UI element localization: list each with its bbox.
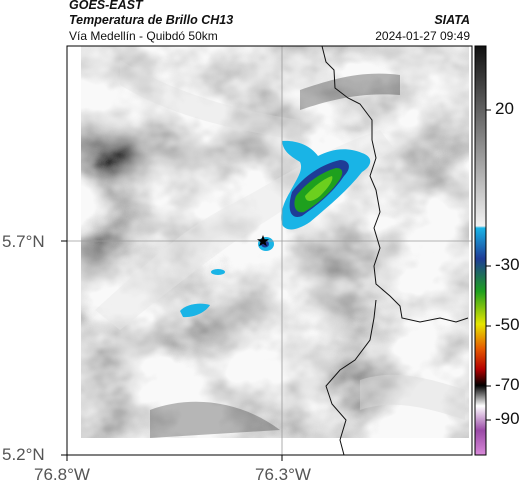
satellite-source: GOES-EAST (69, 0, 143, 12)
convective-cloud-main (281, 140, 371, 230)
colorbar-tick-label: -90 (495, 409, 520, 428)
datetime-label: 2024-01-27 09:49 (375, 29, 470, 43)
lat-tick-label: 5.2°N (2, 445, 45, 464)
map-frame (66, 45, 473, 456)
colorbar-tick-label: 20 (495, 99, 514, 118)
black-star-icon (257, 235, 269, 247)
lon-tick-label: 76.8°W (34, 465, 90, 484)
department-boundary (321, 45, 469, 456)
lat-tick-label: 5.7°N (2, 232, 45, 251)
product-title: Temperatura de Brillo CH13 (69, 13, 234, 27)
colorbar (474, 45, 491, 456)
brightness-temperature-field (81, 46, 469, 438)
colorbar-tick-label: -30 (495, 255, 520, 274)
organization-label: SIATA (434, 13, 470, 27)
colorbar-tick-label: -50 (495, 315, 520, 334)
colorbar-tick-label: -70 (495, 375, 520, 394)
lon-tick-label: 76.3°W (255, 465, 311, 484)
region-subtitle: Vía Medellín - Quibdó 50km (69, 29, 218, 43)
